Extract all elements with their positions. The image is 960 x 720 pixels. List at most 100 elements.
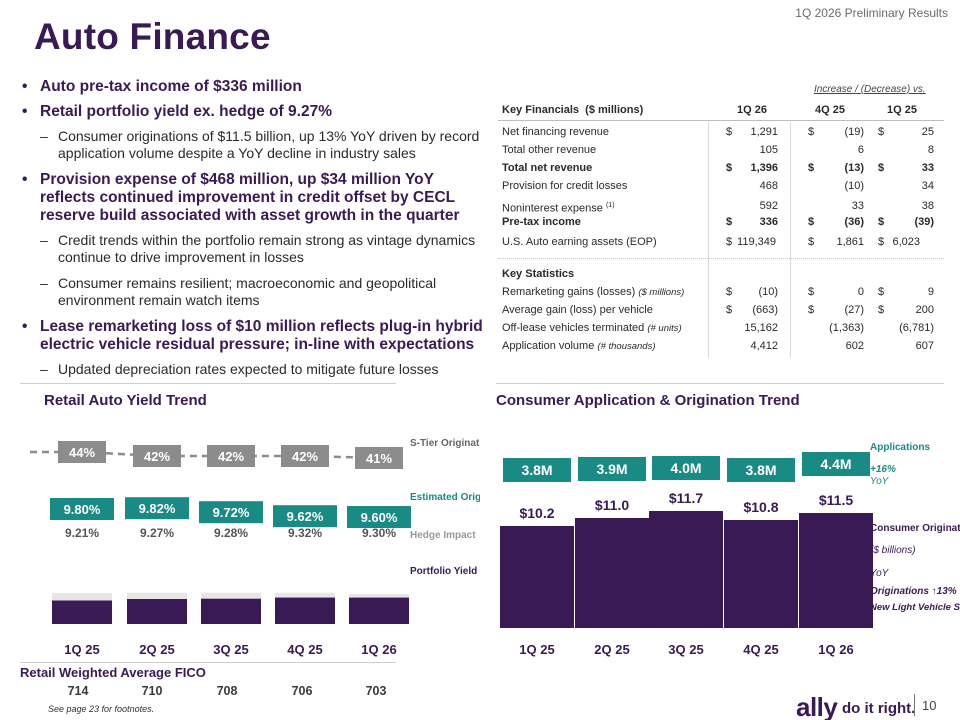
fico-1q25: 714 <box>67 684 89 698</box>
dollar-sign: $ <box>878 304 885 316</box>
row-label: Total other revenue <box>502 144 597 156</box>
stats-title: Key Statistics <box>502 268 575 280</box>
originated-yield-box <box>125 497 189 520</box>
value-1q25: 38 <box>921 200 934 212</box>
bullet-provision: Provision expense of $468 million, up $3… <box>20 171 492 225</box>
page-number: 10 <box>922 698 937 713</box>
legend-portfolio: Portfolio Yield ex. hedge <box>410 566 480 577</box>
originations-bar <box>724 520 798 628</box>
col-divider-1 <box>708 122 709 358</box>
value-1q26: 119,349 <box>737 236 776 248</box>
row-label: Net financing revenue <box>502 126 610 138</box>
value-1q25: 8 <box>927 144 934 156</box>
applications-label: 4.4M <box>820 456 851 472</box>
stat-4q25: (27) <box>844 304 864 316</box>
stat-label: Remarketing gains (losses) <box>502 286 636 298</box>
fico-3q25: 708 <box>216 684 238 698</box>
stat-1q26: (663) <box>752 304 778 316</box>
originations-bar <box>575 518 649 628</box>
originated-yield-box <box>273 505 337 528</box>
fico-title: Retail Weighted Average FICO <box>20 665 206 680</box>
fico-1q26: 703 <box>365 684 387 698</box>
stat-1q26: 15,162 <box>744 322 778 334</box>
stier-box <box>355 447 403 469</box>
portfolio-yield-label: 9.19% <box>140 628 174 642</box>
stat-4q25: 0 <box>857 286 864 298</box>
x-tick-label: 4Q 25 <box>287 642 322 657</box>
originated-yield-label: 9.82% <box>139 501 176 516</box>
dollar-sign: $ <box>808 286 815 298</box>
stat-1q25: 607 <box>915 340 934 352</box>
header-label: Key Financials <box>502 104 580 116</box>
stat-1q25: 9 <box>927 286 934 298</box>
value-4q25: (10) <box>844 180 864 192</box>
legend-originations-units: ($ billions) <box>870 545 916 556</box>
app-chart-title: Consumer Application & Origination Trend <box>496 392 800 409</box>
table-row: Pre-tax income $ $ $336 (36) (39) <box>498 214 944 230</box>
stat-unit: (# units) <box>647 323 682 334</box>
value-4q25: 33 <box>851 200 864 212</box>
originated-yield-label: 9.80% <box>64 502 101 517</box>
legend-estimated: Estimated Originated Yield <box>410 492 480 503</box>
row-label: Pre-tax income <box>502 216 581 228</box>
legend-applications: Applications <box>870 442 930 453</box>
dollar-sign: $ <box>808 236 815 248</box>
tagline: do it right. <box>842 700 916 717</box>
originated-yield-label: 9.60% <box>361 510 398 525</box>
col-4q25: 4Q 25 <box>815 104 845 116</box>
portfolio-yield-bar <box>275 597 335 624</box>
row-label: Noninterest expense <box>502 202 603 215</box>
col-1q26: 1Q 26 <box>737 104 767 116</box>
value-1q25: 25 <box>921 126 934 138</box>
originated-yield-label: 9.72% <box>213 505 250 520</box>
table-row: Total other revenue 105 6 8 <box>498 142 944 158</box>
originations-label: $10.2 <box>519 505 554 521</box>
value-4q25: 6 <box>857 144 864 156</box>
stier-box <box>207 445 255 467</box>
row-label: Total net revenue <box>502 162 593 174</box>
legend-yoy-purple: YoY <box>870 568 890 579</box>
portfolio-yield-bar <box>52 600 112 624</box>
value-1q26: 1,396 <box>750 162 778 174</box>
value-1q26: 468 <box>759 180 778 192</box>
increase-label: Increase / (Decrease) vs. <box>814 84 926 95</box>
sub-bullet-originations: Consumer originations of $11.5 billion, … <box>20 128 492 162</box>
header-units: ($ millions) <box>585 104 644 116</box>
app-chart: $10.2 3.8M 1Q 25 $11.0 3.9M 2Q 25 $11.7 4.0M 3Q … <box>500 442 960 657</box>
dollar-sign: $ <box>726 126 733 138</box>
portfolio-yield-bar <box>201 598 261 624</box>
legend-originations: Consumer Originations <box>870 523 960 534</box>
stat-1q26: (10) <box>758 286 778 298</box>
originations-label: $11.7 <box>669 490 703 506</box>
hedge-label: 9.32% <box>288 526 322 540</box>
stat-unit: ($ millions) <box>638 287 685 298</box>
legend-stier: S-Tier Origination Mix <box>410 438 480 449</box>
x-tick-label: 2Q 25 <box>594 642 629 657</box>
dollar-sign: $ <box>878 236 885 248</box>
portfolio-yield-bar <box>349 597 409 624</box>
applications-label: 3.8M <box>745 462 776 478</box>
stat-label: Average gain (loss) per vehicle <box>502 304 653 316</box>
applications-box <box>727 458 795 482</box>
fico-2q25: 710 <box>141 684 163 698</box>
stier-label: 42% <box>292 449 318 464</box>
dollar-sign: $ <box>726 286 733 298</box>
dollar-sign: $ <box>878 216 885 228</box>
x-tick-label: 1Q 25 <box>64 642 99 657</box>
stier-box <box>58 441 106 463</box>
stat-row: Application volume (# thousands) 4,412 602… <box>498 338 944 354</box>
col-divider-2 <box>790 122 791 358</box>
originations-bar <box>649 511 723 628</box>
sub-bullet-depreciation: Updated depreciation rates expected to m… <box>20 361 492 378</box>
bullet-yield: Retail portfolio yield ex. hedge of 9.27… <box>20 103 492 121</box>
applications-box <box>578 457 646 481</box>
dollar-sign: $ <box>808 162 815 174</box>
stier-label: 41% <box>366 451 392 466</box>
summary-bullets: Auto pre-tax income of $336 million Reta… <box>20 78 492 387</box>
hedge-label: 9.28% <box>214 526 248 540</box>
originations-label: $10.8 <box>743 499 778 515</box>
stat-4q25: 602 <box>845 340 864 352</box>
stat-1q25: 200 <box>915 304 934 316</box>
value-1q25: 33 <box>921 162 934 174</box>
sub-bullet-credit: Credit trends within the portfolio remai… <box>20 232 492 266</box>
